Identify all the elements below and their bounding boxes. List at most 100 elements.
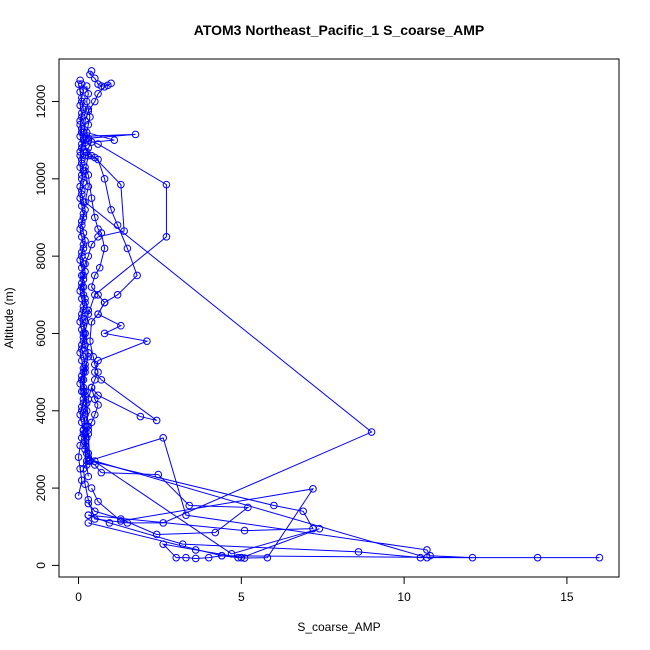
data-point <box>79 229 88 237</box>
data-point <box>95 263 104 272</box>
data-point <box>76 182 84 191</box>
data-point <box>76 120 84 129</box>
data-point <box>81 422 89 431</box>
data-point <box>240 554 249 562</box>
data-point <box>94 391 102 400</box>
data-point <box>79 213 88 222</box>
data-point <box>97 376 106 384</box>
data-point <box>185 501 194 510</box>
data-point <box>240 526 249 535</box>
data-point <box>77 283 86 291</box>
data-point <box>87 138 96 146</box>
data-point <box>227 550 236 558</box>
data-point <box>79 321 88 330</box>
data-point <box>299 507 307 516</box>
data-point <box>82 406 91 415</box>
data-point <box>79 260 88 268</box>
data-point <box>77 476 86 485</box>
data-point <box>159 519 167 527</box>
data-point <box>426 551 434 560</box>
data-point <box>76 88 84 96</box>
data-point <box>244 503 252 512</box>
data-point <box>162 180 171 189</box>
data-point <box>172 553 181 562</box>
data-point <box>84 495 93 504</box>
data-point <box>94 310 102 318</box>
data-point <box>131 130 140 139</box>
data-point <box>81 391 89 400</box>
data-point <box>81 205 89 214</box>
data-point <box>354 548 363 556</box>
data-point <box>84 457 93 465</box>
data-point <box>97 229 106 237</box>
data-point <box>182 553 190 562</box>
x-tick-label: 10 <box>397 590 411 604</box>
data-point <box>211 528 220 537</box>
data-point <box>105 519 114 527</box>
data-point <box>77 406 86 415</box>
data-point <box>423 546 431 554</box>
x-tick-label: 5 <box>238 590 245 604</box>
data-point <box>77 376 86 384</box>
data-point <box>82 147 91 156</box>
y-tick-label: 4000 <box>34 397 48 424</box>
data-point <box>133 271 141 280</box>
y-tick-label: 0 <box>34 562 48 569</box>
data-point <box>81 360 89 369</box>
data-point <box>91 515 99 523</box>
data-point <box>76 464 84 473</box>
data-point <box>237 553 246 562</box>
y-tick-label: 12000 <box>34 85 48 119</box>
data-point <box>77 314 86 322</box>
data-point <box>87 240 96 249</box>
data-point <box>76 441 84 450</box>
data-point <box>87 418 96 427</box>
data-point <box>82 82 91 90</box>
data-point <box>309 485 317 493</box>
data-point <box>77 190 86 199</box>
data-point <box>87 318 96 326</box>
data-point <box>100 175 109 183</box>
data-point <box>97 468 106 477</box>
series-2 <box>79 136 324 563</box>
y-tick-label: 2000 <box>34 474 48 501</box>
data-point <box>79 352 88 361</box>
data-point <box>84 89 93 98</box>
data-point <box>82 97 91 106</box>
series-7 <box>74 80 93 481</box>
data-point <box>79 368 88 376</box>
data-point <box>84 453 93 461</box>
data-point <box>79 167 88 175</box>
data-point <box>113 291 122 299</box>
data-point <box>77 159 86 168</box>
data-point <box>84 511 93 519</box>
data-point <box>77 221 86 230</box>
data-point <box>79 136 88 144</box>
data-point <box>76 151 84 160</box>
series-3 <box>81 163 604 562</box>
data-point <box>100 298 109 307</box>
data-point <box>79 337 88 345</box>
data-point <box>91 213 99 222</box>
data-point <box>84 348 93 357</box>
y-tick-label: 10000 <box>34 162 48 196</box>
x-axis: 0 5 10 15 <box>75 576 574 604</box>
data-point <box>81 267 89 276</box>
data-point <box>204 553 213 562</box>
data-point <box>100 83 109 91</box>
data-point <box>77 252 86 260</box>
x-tick-label: 15 <box>560 590 574 604</box>
data-point <box>79 105 88 114</box>
data-point <box>82 449 91 458</box>
data-point <box>117 180 125 189</box>
series-line <box>78 84 89 477</box>
data-point <box>91 97 99 106</box>
data-point <box>91 507 99 516</box>
data-point <box>82 128 91 137</box>
y-axis-label: Altitude (m) <box>2 287 16 348</box>
series-line <box>81 132 473 559</box>
data-point <box>84 472 93 481</box>
data-point <box>79 306 88 315</box>
series-line <box>86 85 115 152</box>
